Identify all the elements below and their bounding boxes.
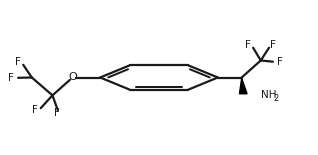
Text: 2: 2 — [273, 94, 279, 103]
Text: NH: NH — [261, 90, 276, 100]
Text: F: F — [270, 40, 276, 50]
Text: F: F — [32, 105, 38, 115]
Text: F: F — [8, 73, 14, 83]
Text: F: F — [54, 108, 60, 118]
Polygon shape — [239, 78, 247, 94]
Text: F: F — [277, 57, 283, 67]
Text: O: O — [69, 73, 78, 82]
Text: F: F — [15, 57, 20, 67]
Text: F: F — [245, 40, 251, 50]
